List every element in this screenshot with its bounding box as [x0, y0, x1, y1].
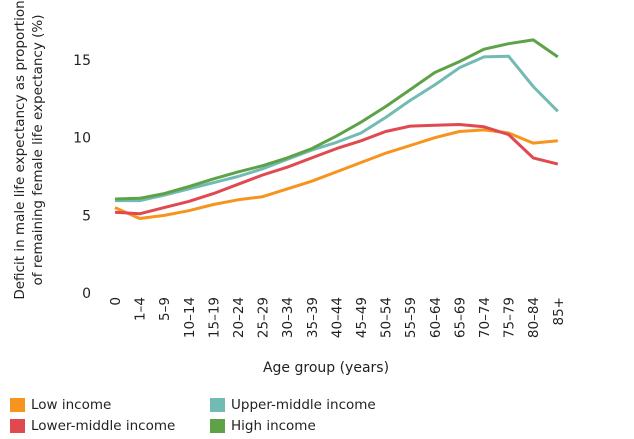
y-axis-title-line: Deficit in male life expectancy as propo…: [12, 0, 28, 299]
x-tick-label: 25–29: [256, 297, 272, 338]
legend-item: High income: [210, 417, 316, 435]
legend-item: Lower-middle income: [10, 417, 175, 435]
x-axis: 0 1–4 5–9 10–14 15–19 20–24 25–29 30–34 35–39 40–…: [108, 297, 567, 338]
series-line: [114, 128, 558, 220]
legend-item: Upper-middle income: [210, 396, 376, 414]
y-tick-label: 15: [73, 53, 91, 69]
x-tick-label: 10–14: [182, 297, 198, 338]
series-line: [114, 38, 559, 201]
x-tick-label: 40–44: [329, 297, 345, 338]
x-tick-label: 1–4: [133, 297, 149, 321]
x-tick-label: 70–74: [477, 297, 493, 338]
series-layer: [114, 38, 559, 220]
x-tick-label: 80–84: [526, 297, 542, 338]
legend-label: Lower-middle income: [31, 418, 176, 434]
x-tick-label: 60–64: [428, 297, 444, 338]
x-tick-label: 50–54: [379, 297, 395, 338]
x-tick-label: 5–9: [157, 297, 173, 321]
x-tick-label: 45–49: [354, 297, 370, 338]
series-line: [114, 123, 559, 216]
x-tick-label: 65–69: [452, 297, 468, 338]
x-tick-label: 75–79: [502, 297, 518, 338]
legend-swatch: [210, 398, 225, 412]
y-tick-label: 0: [82, 286, 91, 302]
y-tick-label: 5: [82, 208, 91, 224]
legend-label: Upper-middle income: [231, 397, 376, 413]
x-tick-label: 0: [108, 297, 124, 306]
legend: Low income Lower-middle income Upper-middl…: [10, 396, 630, 436]
x-tick-label: 55–59: [403, 297, 419, 338]
y-tick-label: 10: [73, 131, 91, 147]
legend-label: High income: [231, 418, 316, 434]
x-tick-label: 20–24: [231, 297, 247, 338]
x-axis-title: Age group (years): [263, 360, 389, 376]
x-tick-label: 30–34: [280, 297, 296, 338]
legend-swatch: [210, 419, 225, 433]
legend-item: Low income: [10, 396, 111, 414]
y-axis: 0 5 10 15: [73, 53, 91, 302]
legend-label: Low income: [31, 397, 112, 413]
legend-swatch: [10, 419, 25, 433]
x-tick-label: 15–19: [206, 297, 222, 338]
x-tick-label: 35–39: [305, 297, 321, 338]
y-axis-title: Deficit in male life expectancy as propo…: [12, 0, 46, 299]
series-line: [115, 54, 559, 203]
y-axis-title-line: of remaining female life expectancy (%): [30, 15, 46, 286]
x-tick-label: 85+: [551, 297, 567, 326]
legend-swatch: [10, 398, 25, 412]
